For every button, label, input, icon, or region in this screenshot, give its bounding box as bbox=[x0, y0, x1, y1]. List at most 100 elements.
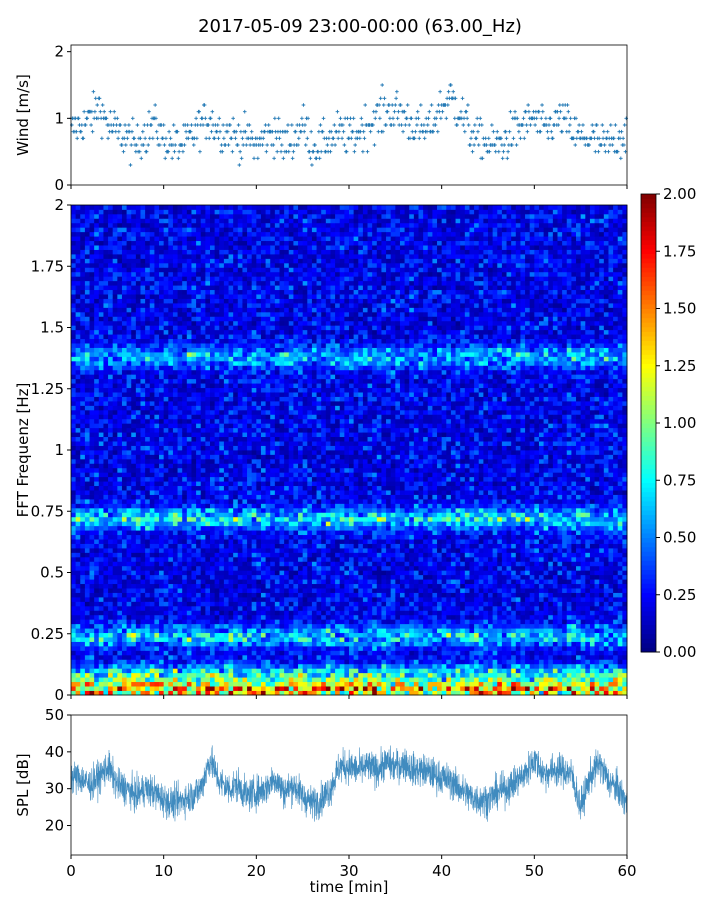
heatmap-cell bbox=[112, 383, 118, 389]
heatmap-cell bbox=[182, 387, 188, 393]
heatmap-cell bbox=[182, 276, 188, 282]
heatmap-cell bbox=[159, 352, 165, 357]
heatmap-cell bbox=[126, 427, 132, 433]
heatmap-cell bbox=[196, 672, 202, 678]
heatmap-cell bbox=[75, 294, 81, 299]
heatmap-cell bbox=[247, 543, 253, 549]
heatmap-cell bbox=[71, 236, 77, 242]
heatmap-cell bbox=[94, 552, 100, 558]
heatmap-cell bbox=[140, 512, 146, 518]
heatmap-cell bbox=[80, 343, 86, 348]
heatmap-cell bbox=[205, 641, 211, 647]
heatmap-cell bbox=[131, 338, 137, 344]
heatmap-cell bbox=[196, 209, 202, 215]
heatmap-cell bbox=[108, 329, 114, 335]
heatmap-cell bbox=[200, 445, 206, 451]
heatmap-cell bbox=[112, 427, 118, 433]
heatmap-cell bbox=[205, 539, 211, 544]
heatmap-cell bbox=[163, 436, 169, 442]
heatmap-cell bbox=[237, 227, 243, 233]
heatmap-cell bbox=[135, 236, 141, 242]
heatmap-cell bbox=[168, 307, 174, 313]
heatmap-cell bbox=[223, 365, 229, 371]
heatmap-cell bbox=[140, 641, 146, 647]
heatmap-cell bbox=[145, 690, 151, 696]
heatmap-cell bbox=[182, 507, 188, 513]
heatmap-cell bbox=[117, 548, 123, 553]
heatmap-cell bbox=[121, 556, 127, 562]
heatmap-cell bbox=[108, 383, 114, 389]
heatmap-cell bbox=[177, 325, 183, 331]
heatmap-cell bbox=[205, 245, 211, 250]
heatmap-cell bbox=[182, 383, 188, 389]
wind-point bbox=[325, 143, 330, 147]
heatmap-cell bbox=[210, 686, 216, 691]
heatmap-cell bbox=[163, 574, 169, 580]
heatmap-cell bbox=[219, 499, 225, 504]
heatmap-cell bbox=[84, 303, 90, 308]
heatmap-cell bbox=[121, 543, 127, 549]
heatmap-cell bbox=[89, 392, 95, 397]
heatmap-cell bbox=[163, 623, 169, 629]
heatmap-cell bbox=[172, 561, 178, 567]
heatmap-cell bbox=[210, 570, 216, 576]
heatmap-cell bbox=[233, 271, 239, 277]
heatmap-cell bbox=[112, 507, 118, 513]
heatmap-cell bbox=[121, 454, 127, 460]
heatmap-cell bbox=[98, 650, 104, 656]
heatmap-cell bbox=[126, 303, 132, 308]
heatmap-cell bbox=[219, 311, 225, 317]
heatmap-cell bbox=[108, 249, 114, 255]
heatmap-cell bbox=[191, 378, 197, 384]
heatmap-cell bbox=[121, 588, 127, 593]
heatmap-cell bbox=[75, 619, 81, 625]
heatmap-cell bbox=[210, 218, 216, 224]
heatmap-cell bbox=[168, 561, 174, 567]
heatmap-cell bbox=[172, 619, 178, 625]
heatmap-cell bbox=[177, 441, 183, 446]
heatmap-cell bbox=[89, 525, 95, 531]
heatmap-cell bbox=[177, 276, 183, 282]
heatmap-cell bbox=[242, 521, 248, 527]
heatmap-cell bbox=[98, 222, 104, 228]
heatmap-cell bbox=[210, 628, 216, 634]
heatmap-cell bbox=[84, 485, 90, 491]
heatmap-cell bbox=[177, 249, 183, 255]
wind-point bbox=[116, 136, 120, 141]
heatmap-cell bbox=[154, 249, 160, 255]
heatmap-cell bbox=[159, 574, 165, 580]
heatmap-cell bbox=[84, 610, 90, 616]
heatmap-cell bbox=[172, 392, 178, 397]
heatmap-cell bbox=[237, 516, 243, 522]
heatmap-cell bbox=[242, 681, 248, 687]
heatmap-cell bbox=[71, 472, 77, 478]
heatmap-cell bbox=[205, 583, 211, 589]
heatmap-cell bbox=[154, 374, 160, 380]
heatmap-cell bbox=[242, 570, 248, 576]
wind-point bbox=[415, 109, 420, 114]
heatmap-cell bbox=[233, 521, 239, 527]
heatmap-cell bbox=[200, 481, 206, 487]
heatmap-cell bbox=[163, 659, 169, 665]
heatmap-cell bbox=[196, 445, 202, 451]
heatmap-cell bbox=[94, 574, 100, 580]
heatmap-cell bbox=[126, 356, 132, 362]
heatmap-cell bbox=[177, 672, 183, 678]
heatmap-cell bbox=[135, 619, 141, 625]
heatmap-cell bbox=[172, 218, 178, 224]
heatmap-cell bbox=[186, 672, 192, 678]
wind-point bbox=[127, 123, 131, 127]
heatmap-cell bbox=[168, 539, 174, 544]
heatmap-cell bbox=[117, 450, 123, 455]
wind-point bbox=[161, 136, 165, 141]
heatmap-cell bbox=[126, 374, 132, 380]
heatmap-cell bbox=[223, 352, 229, 357]
wind-point bbox=[455, 123, 459, 127]
heatmap-cell bbox=[237, 383, 243, 389]
heatmap-cell bbox=[163, 663, 169, 669]
heatmap-cell bbox=[149, 209, 155, 215]
heatmap-cell bbox=[94, 436, 100, 442]
heatmap-cell bbox=[210, 472, 216, 478]
heatmap-cell bbox=[182, 445, 188, 451]
heatmap-cell bbox=[237, 374, 243, 380]
